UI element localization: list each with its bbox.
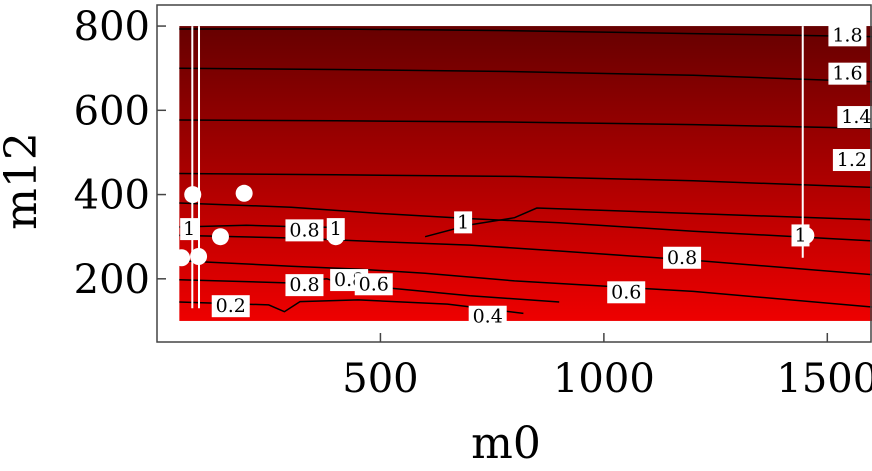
contour-label-text-6: 1 [330,218,342,240]
axis-ticks: 500 1000 1500 200 400 600 800 [74,4,872,402]
contour-label-text-0: 1.8 [832,24,862,46]
contour-label-box-13 [607,281,646,304]
heatmap-fill [179,26,872,321]
contour-label-9: 0.8 [663,246,702,269]
contour-label-3: 1.2 [832,149,871,172]
data-point-1 [235,184,253,202]
contour-label-14: 0.2 [211,295,250,318]
contour-label-text-4: 1 [183,218,195,240]
y-tick-label-0: 200 [74,257,150,303]
contour-label-15: 0.4 [468,305,507,328]
y-tick-label-3: 800 [74,4,150,50]
data-point-4 [173,249,191,267]
contour-label-5: 0.8 [285,219,324,242]
contour-label-1: 1.6 [828,62,867,85]
contour-label-6: 1 [326,218,345,241]
contour-label-text-5: 0.8 [289,219,319,241]
data-point-2 [211,228,229,246]
contour-line-1_2-3 [179,172,872,189]
contour-label-8: 1 [791,224,810,247]
contour-label-text-1: 1.6 [832,63,862,85]
contour-label-text-8: 1 [794,224,806,246]
contour-line-1_4-2 [179,119,872,130]
contour-label-box-3 [832,149,871,172]
contour-label-box-6 [326,218,345,241]
contour-label-13: 0.6 [607,281,646,304]
contour-line-0_6-10 [179,299,524,315]
contour-line-1_6-1 [179,67,872,83]
contour-label-text-14: 0.2 [216,295,246,317]
contour-label-text-15: 0.4 [473,306,503,328]
contour-label-box-0 [828,24,867,47]
x-tick-label-2: 1500 [776,356,872,402]
contour-labels: 1.81.61.41.21 0.8 1 110.80.8 0.80.6 0.60.2 0.4 [180,24,872,328]
contour-label-box-2 [837,106,872,129]
contour-label-12: 0.6 [354,273,393,296]
x-tick-label-1: 1000 [553,356,655,402]
contour-label-text-13: 0.6 [611,281,641,303]
contour-label-box-15 [468,305,507,328]
contour-label-box-10 [285,274,324,297]
y-tick-label-2: 600 [74,88,150,134]
contour-label-box-12 [354,273,393,296]
data-point-0 [184,186,202,204]
contour-label-7: 1 [454,211,473,234]
contour-label-box-1 [828,62,867,85]
data-point-5 [190,247,208,265]
contour-label-0: 1.8 [828,24,867,47]
contour-label-box-9 [663,246,702,269]
contour-label-10: 0.8 [285,274,324,297]
y-tick-label-1: 400 [74,173,150,219]
x-axis-title: m0 [471,418,541,469]
x-tick-label-0: 500 [342,356,418,402]
contour-label-text-12: 0.6 [359,273,389,295]
plot-frame [156,4,872,343]
contour-label-box-5 [285,219,324,242]
y-axis-title: m12 [0,132,47,230]
contour-label-box-14 [211,295,250,318]
contour-label-box-4 [180,218,199,241]
contour-line-1_8-0 [179,28,872,38]
contour-line-0_8-8 [179,259,872,308]
contour-label-box-8 [791,224,810,247]
contour-label-text-10: 0.8 [289,274,319,296]
contour-label-text-3: 1.2 [837,149,867,171]
contour-label-box-7 [454,211,473,234]
contour-label-text-7: 1 [457,211,469,233]
contour-label-text-2: 1.4 [841,106,871,128]
contour-label-4: 1 [180,218,199,241]
contour-label-text-9: 0.8 [667,247,697,269]
contour-label-2: 1.4 [837,106,872,129]
